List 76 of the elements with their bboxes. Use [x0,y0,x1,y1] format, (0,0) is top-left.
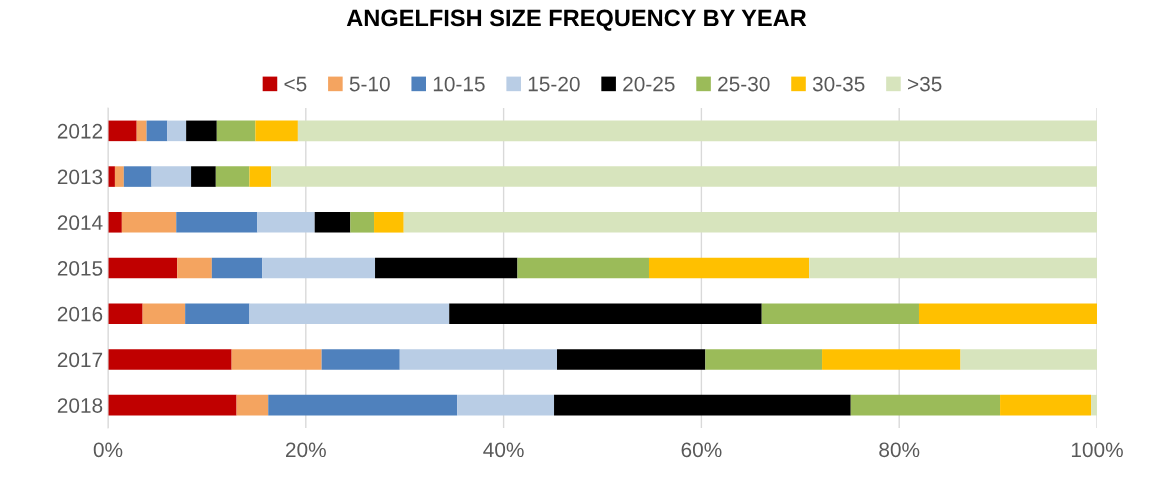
bar [399,349,558,370]
bar [176,212,258,233]
bar [211,257,263,279]
bar [648,257,810,279]
bar [167,120,187,142]
bar [850,394,1001,416]
bar [297,120,1097,142]
bar [108,303,143,324]
bar [321,349,400,370]
bar [215,166,250,187]
x-tick-label: 0% [93,442,123,458]
y-tick-label: 2017 [57,352,103,368]
bar [136,120,147,142]
legend-label: 5-10 [349,76,390,92]
bar [257,212,315,233]
x-tick-label: 100% [1071,442,1123,458]
bar [557,349,706,370]
bar [151,166,192,187]
bar [554,394,851,416]
bar [1000,394,1092,416]
bar [350,212,375,233]
bar [268,394,458,416]
bar [809,257,1097,279]
x-tick-label: 20% [286,442,326,458]
legend-label: >35 [908,76,942,92]
bar [142,303,186,324]
bar [185,303,250,324]
bar [375,257,518,279]
bar [236,394,269,416]
x-tick-label: 60% [681,442,722,458]
x-tick-label: 80% [879,442,920,458]
bar [146,120,168,142]
bar [123,166,152,187]
bar [314,212,351,233]
bar [255,120,298,142]
bar [403,212,1097,233]
legend-label: <5 [284,76,307,92]
y-tick-label: 2015 [57,261,103,276]
bar [191,166,216,187]
bar [249,166,272,187]
chart-title: ANGELFISH SIZE FREQUENCY BY YEAR [346,9,807,31]
legend-label: 30-35 [812,76,865,92]
bar [960,349,1097,370]
bar [216,120,256,142]
legend-label: 15-20 [528,76,580,92]
bar [108,394,237,416]
bar [918,303,1097,324]
legend-label: 10-15 [433,76,485,92]
legend-label: 20-25 [623,76,675,92]
bar [822,349,961,370]
bar [108,257,178,279]
bar [761,303,919,324]
bar [108,212,122,233]
y-tick-label: 2016 [57,306,103,322]
bar [374,212,404,233]
bar [517,257,649,279]
bar [186,120,217,142]
bar [177,257,212,279]
bar [262,257,376,279]
y-tick-label: 2012 [57,123,103,139]
bar [457,394,555,416]
legend-label: 25-30 [718,76,770,92]
bar [121,212,177,233]
bar [449,303,762,324]
x-tick-label: 40% [483,442,524,458]
bar [108,349,232,370]
bar [231,349,322,370]
bar [1091,394,1097,416]
bar [271,166,1097,187]
y-tick-label: 2018 [57,398,103,413]
y-tick-label: 2014 [57,215,103,231]
bar [114,166,124,187]
y-tick-label: 2013 [57,169,103,185]
bar [705,349,823,370]
bar [249,303,450,324]
bar [108,120,137,142]
